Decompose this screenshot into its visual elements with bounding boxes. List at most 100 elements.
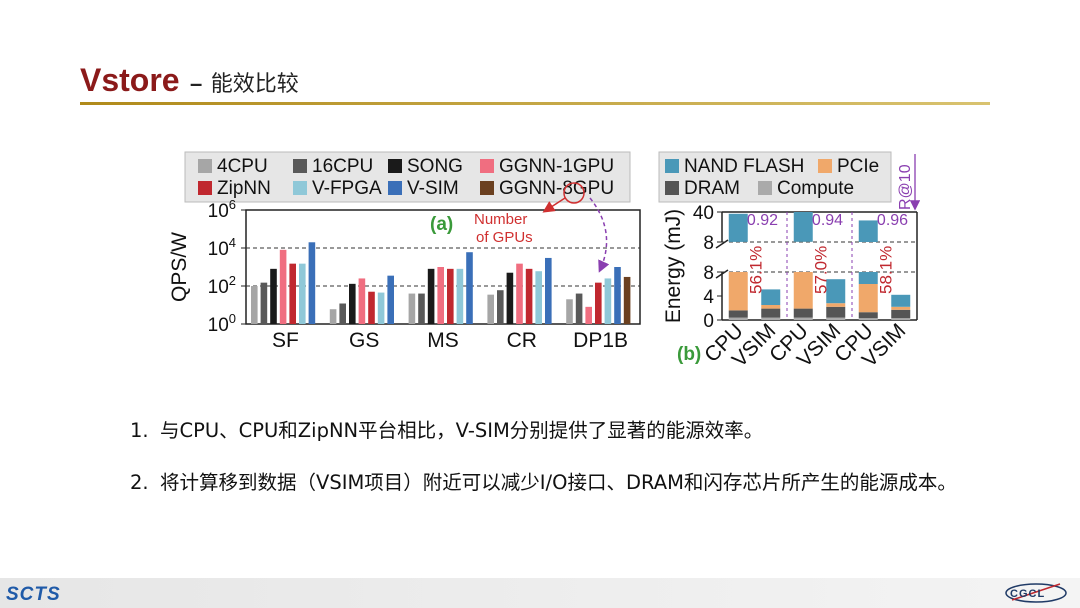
y-tick-label: 104: [208, 235, 236, 260]
axis-break-mark: [715, 269, 729, 279]
bullet-list: 1. 与CPU、CPU和ZipNN平台相比，V-SIM分别提供了显著的能源效率。…: [130, 415, 990, 519]
bar: [566, 299, 573, 324]
bar: [387, 275, 394, 324]
legend-swatch: [388, 181, 402, 195]
bar: [299, 263, 306, 324]
corner-label: R@10: [897, 164, 914, 210]
stacked-bar-segment: [858, 284, 878, 313]
panel-label-a: (a): [430, 214, 453, 235]
stacked-bar-segment: [826, 303, 846, 307]
legend-label: GGNN-8GPU: [499, 178, 614, 199]
stacked-bar-segment: [728, 310, 748, 318]
y-tick-label: 8: [703, 233, 714, 254]
bar: [289, 263, 296, 324]
legend-swatch: [758, 181, 772, 195]
stacked-bar-segment: [858, 220, 878, 242]
bar: [447, 268, 454, 324]
stacked-bar-segment: [761, 317, 781, 320]
stacked-bar-segment: [793, 212, 813, 242]
annotation-number: Number: [474, 211, 527, 228]
footer-bar: [0, 578, 1080, 608]
y-tick-label: 0: [703, 311, 714, 332]
legend-label: 16CPU: [312, 156, 373, 177]
title-main: Vstore: [80, 62, 180, 98]
bar: [270, 268, 277, 324]
legend-swatch: [480, 159, 494, 173]
scts-logo: SCTS: [6, 584, 61, 605]
y-tick-label: 8: [703, 263, 714, 284]
legend-swatch: [198, 181, 212, 195]
legend-swatch: [665, 181, 679, 195]
y-tick-label: 4: [703, 287, 714, 308]
legend-label: ZipNN: [217, 178, 271, 199]
saving-label: 58.1%: [877, 246, 896, 294]
ratio-label: 0.96: [877, 212, 908, 229]
x-tick-label: SF: [272, 329, 299, 352]
x-tick-label: MS: [427, 329, 459, 352]
legend-label: PCIe: [837, 156, 879, 177]
y-tick-label: 106: [208, 197, 236, 222]
y-tick-label: 102: [208, 273, 236, 298]
annotation-arrow: [542, 197, 566, 213]
stacked-bar-segment: [728, 317, 748, 320]
bullet-item: 2. 将计算移到数据（VSIM项目）附近可以减少I/O接口、DRAM和闪存芯片所…: [130, 467, 990, 499]
title-dash: –: [190, 71, 203, 96]
stacked-bar-segment: [858, 312, 878, 319]
stacked-bar-segment: [728, 213, 748, 242]
legend-swatch: [665, 159, 679, 173]
legend-label: V-FPGA: [312, 178, 382, 199]
bar: [585, 306, 592, 324]
energy-efficiency-figure: 4CPU 16CPU SONG GGNN-1GPU ZipNN V-FPGA V-SIM GG…: [168, 151, 921, 372]
bar: [358, 278, 366, 324]
stacked-bar-segment: [858, 318, 878, 320]
legend-swatch: [480, 181, 494, 195]
legend-swatch: [818, 159, 832, 173]
gpu-8-arrow: [589, 197, 610, 273]
bar: [308, 242, 316, 324]
bullet-item: 1. 与CPU、CPU和ZipNN平台相比，V-SIM分别提供了显著的能源效率。: [130, 415, 990, 447]
stacked-bar-segment: [891, 306, 911, 310]
legend-b-box: [658, 151, 892, 203]
bar: [604, 278, 612, 324]
bar: [437, 267, 444, 324]
legend-label: GGNN-1GPU: [499, 156, 614, 177]
bar: [516, 263, 523, 324]
bar: [251, 286, 258, 324]
ratio-label: 0.94: [812, 212, 843, 229]
cgcl-logo-text: CGCL: [1010, 588, 1046, 600]
annotation-gpus: of GPUs: [476, 229, 533, 246]
legend-swatch: [293, 181, 307, 195]
bar: [525, 268, 533, 324]
stacked-bar-segment: [761, 305, 781, 309]
legend-label: SONG: [407, 156, 463, 177]
stacked-bar-segment: [761, 308, 781, 318]
title-divider: [80, 102, 990, 105]
bar: [329, 309, 337, 324]
stacked-bar-segment: [891, 318, 911, 320]
axis-break-mark: [715, 239, 729, 249]
bar: [575, 293, 583, 324]
slide-title: Vstore – 能效比较: [80, 62, 299, 99]
bar: [506, 272, 514, 324]
saving-label: 57.0%: [812, 246, 831, 294]
legend-label: Compute: [777, 178, 854, 199]
bar: [408, 293, 416, 324]
legend-swatch: [198, 159, 212, 173]
cgcl-logo: [1005, 583, 1067, 603]
bullet-number: 1.: [130, 419, 149, 442]
x-tick-label: CR: [507, 329, 537, 352]
bar: [595, 282, 602, 324]
stacked-bar-segment: [858, 272, 878, 284]
x-tick-label: GS: [349, 329, 379, 352]
bar: [466, 252, 473, 324]
x-tick-label: DP1B: [573, 329, 628, 352]
bar: [614, 267, 621, 324]
bar: [349, 283, 356, 324]
bar: [279, 249, 287, 324]
panel-label-b: (b): [677, 344, 701, 365]
bullet-number: 2.: [130, 471, 149, 494]
stacked-bar-segment: [793, 317, 813, 320]
bar: [487, 294, 494, 324]
y-tick-label: 100: [208, 311, 236, 336]
legend-label: NAND FLASH: [684, 156, 804, 177]
